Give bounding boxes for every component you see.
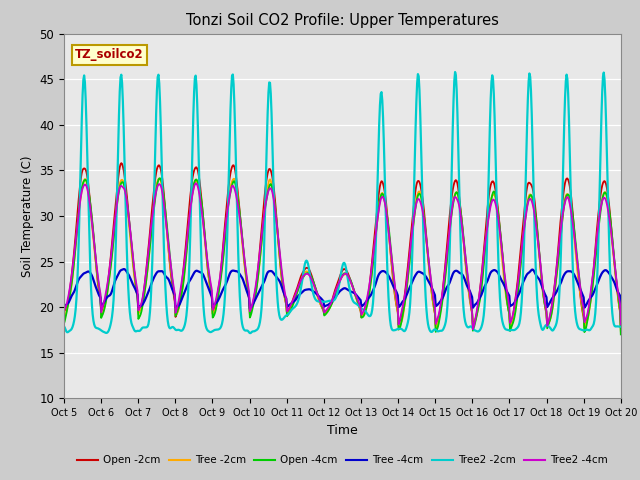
Y-axis label: Soil Temperature (C): Soil Temperature (C) [21, 155, 34, 277]
Title: Tonzi Soil CO2 Profile: Upper Temperatures: Tonzi Soil CO2 Profile: Upper Temperatur… [186, 13, 499, 28]
Legend: Open -2cm, Tree -2cm, Open -4cm, Tree -4cm, Tree2 -2cm, Tree2 -4cm: Open -2cm, Tree -2cm, Open -4cm, Tree -4… [73, 451, 612, 469]
Text: TZ_soilco2: TZ_soilco2 [75, 48, 144, 61]
X-axis label: Time: Time [327, 424, 358, 437]
